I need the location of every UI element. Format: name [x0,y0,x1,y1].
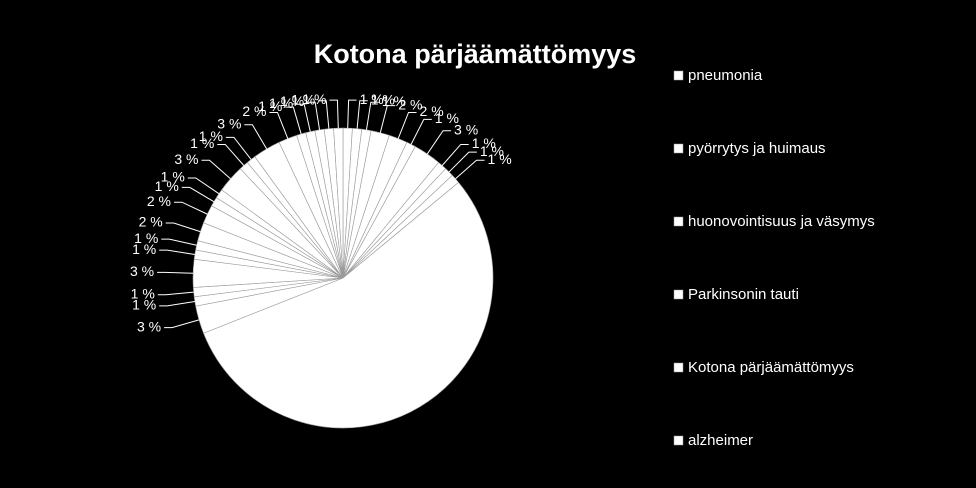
leader-line [356,100,368,129]
legend-marker [673,362,684,373]
leader-line [159,249,195,256]
data-label: 1 % [472,135,496,151]
leader-line [426,130,452,155]
leader-line [187,177,220,195]
data-label: 1 % [480,143,504,159]
leader-line [159,300,195,307]
data-label: 3 % [174,151,198,167]
data-label: 1 % [161,169,185,185]
leader-line [165,222,201,233]
leader-line [347,99,357,129]
leader-line [164,319,200,329]
leader-line [318,100,330,129]
data-label: 3 % [454,121,478,137]
legend-label: huonovointisuus ja väsymys [688,213,875,230]
leader-line [285,106,302,135]
legend-marker [673,143,684,154]
data-label: 2 % [242,103,266,119]
leader-line [448,151,477,173]
data-label: 1 % [258,98,282,114]
leader-line [365,101,379,130]
data-label: 3 % [137,318,161,334]
leader-line [296,103,311,132]
data-label: 1 % [190,135,214,151]
data-label: 3 % [130,263,154,279]
legend-label: Kotona pärjäämättömyys [688,359,854,376]
data-label: 1 % [435,110,459,126]
data-label: 1 % [134,230,158,246]
legend-label: pyörrytys ja huimaus [688,140,826,157]
leader-line [157,271,194,274]
leader-line [455,159,485,180]
legend-label: alzheimer [688,432,753,449]
leader-line [181,186,215,203]
data-label: 2 % [139,214,163,230]
leader-line [225,136,252,160]
data-label: 1 % [291,91,315,107]
leader-line [173,201,208,215]
leader-line [410,118,432,145]
legend-marker [673,289,684,300]
data-label: 2 % [420,103,444,119]
legend-marker [673,70,684,81]
leader-line [307,101,321,130]
data-label: 1 % [199,128,223,144]
leader-line [441,143,469,166]
data-label: 3 % [217,115,241,131]
pie-slice [203,181,494,429]
data-label: 1 % [488,151,512,167]
data-label: 1 % [280,93,304,109]
data-label: 1 % [132,297,156,313]
leader-line [379,105,396,133]
data-label: 1 % [269,95,293,111]
leader-line [217,143,245,166]
data-label: 1 % [131,285,155,301]
leader-line [269,111,289,139]
leader-line [201,159,231,180]
data-label: 2 % [147,193,171,209]
chart-title: Kotona pärjäämättömyys [314,39,637,69]
legend-marker [673,435,684,446]
leader-line [161,238,197,246]
leader-line [397,111,417,139]
legend-label: pneumonia [688,67,763,84]
data-label: 1 % [302,91,326,107]
legend-marker [673,216,684,227]
legend-label: Parkinsonin tauti [688,286,799,303]
leader-line [157,291,194,296]
data-label: 2 % [398,96,422,112]
data-label: 1 % [371,91,395,107]
data-label: 1 % [155,178,179,194]
data-label: 1 % [360,91,384,107]
data-label: 1 % [132,241,156,257]
leader-line [329,99,339,129]
leader-line [244,124,268,150]
data-label: 1 % [382,93,406,109]
